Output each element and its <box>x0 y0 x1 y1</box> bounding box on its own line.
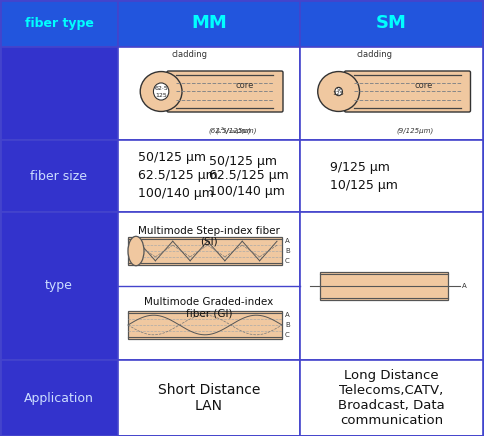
Text: A: A <box>285 238 289 244</box>
Bar <box>300 212 482 360</box>
Text: Long Distance
Telecoms,CATV,
Broadcast, Data
communication: Long Distance Telecoms,CATV, Broadcast, … <box>337 369 444 427</box>
Text: 62·5: 62·5 <box>154 86 167 91</box>
Text: fiber (GI): fiber (GI) <box>185 308 232 318</box>
Text: Short Distance
LAN: Short Distance LAN <box>157 383 259 413</box>
Text: 125: 125 <box>332 91 344 96</box>
Text: Application: Application <box>24 392 94 405</box>
Bar <box>300 140 482 212</box>
Bar <box>118 360 300 436</box>
Bar <box>300 360 482 436</box>
Text: B: B <box>285 322 289 328</box>
Bar <box>0 212 118 360</box>
Text: 9: 9 <box>336 88 340 92</box>
Ellipse shape <box>334 87 342 95</box>
Bar <box>319 272 447 300</box>
Bar <box>118 0 300 47</box>
Text: core: core <box>414 81 433 89</box>
Bar <box>128 237 281 265</box>
Text: A: A <box>285 312 289 318</box>
Bar <box>300 47 482 140</box>
Text: C: C <box>285 332 289 338</box>
FancyBboxPatch shape <box>166 71 283 112</box>
Bar <box>118 47 300 140</box>
Ellipse shape <box>140 72 182 112</box>
Bar <box>0 0 118 47</box>
Bar <box>128 311 281 339</box>
Text: 9/125 μm
10/125 μm: 9/125 μm 10/125 μm <box>329 160 397 191</box>
FancyBboxPatch shape <box>344 71 469 112</box>
Ellipse shape <box>153 83 168 100</box>
Text: cladding: cladding <box>356 50 392 59</box>
Bar <box>118 212 300 360</box>
Text: SM: SM <box>375 14 406 33</box>
Text: core: core <box>236 81 254 89</box>
Text: (62.5/125μm): (62.5/125μm) <box>208 127 257 133</box>
Text: B: B <box>285 248 289 254</box>
Text: 50/125 μm
62.5/125 μm
100/140 μm: 50/125 μm 62.5/125 μm 100/140 μm <box>209 154 288 198</box>
Ellipse shape <box>317 72 359 112</box>
Text: A: A <box>461 283 466 289</box>
Text: 125: 125 <box>155 93 166 98</box>
Text: (ₒ²₅/₁₂₅μm): (ₒ²₅/₁₂₅μm) <box>214 126 250 133</box>
Bar <box>118 140 300 212</box>
Text: cladding: cladding <box>172 50 208 59</box>
Bar <box>0 140 118 212</box>
Bar <box>0 47 118 140</box>
Text: (9/125μm): (9/125μm) <box>395 127 433 133</box>
Text: Multimode Graded-index: Multimode Graded-index <box>144 297 273 307</box>
Text: MM: MM <box>191 14 227 33</box>
Text: 50/125 μm
62.5/125 μm
100/140 μm: 50/125 μm 62.5/125 μm 100/140 μm <box>138 151 217 201</box>
Text: C: C <box>285 258 289 264</box>
Text: fiber type: fiber type <box>25 17 93 30</box>
Text: fiber size: fiber size <box>30 170 87 183</box>
Bar <box>300 0 482 47</box>
Ellipse shape <box>128 236 144 266</box>
Text: type: type <box>45 279 73 293</box>
Bar <box>0 360 118 436</box>
Text: Multimode Step-index fiber: Multimode Step-index fiber <box>138 225 279 235</box>
Text: (SI): (SI) <box>200 236 217 246</box>
